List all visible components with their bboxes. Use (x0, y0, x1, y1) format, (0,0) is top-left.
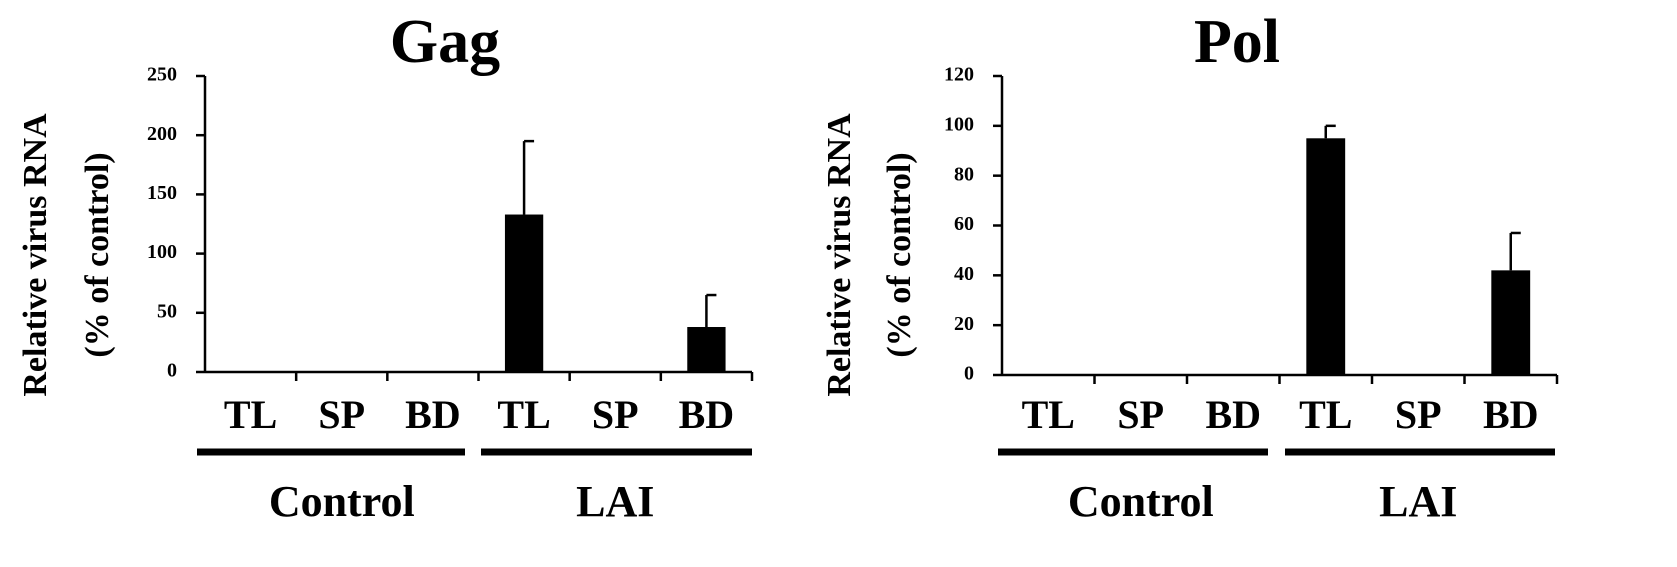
y-tick-label: 150 (147, 182, 177, 204)
group-label-lai: LAI (1379, 477, 1457, 526)
y-tick-label: 60 (954, 213, 974, 235)
y-tick-label: 200 (147, 123, 177, 145)
x-category-label: TL (497, 392, 550, 437)
x-category-label: BD (1205, 392, 1261, 437)
x-category-label: SP (1117, 392, 1164, 437)
x-category-label: BD (679, 392, 735, 437)
y-tick-label: 100 (147, 241, 177, 263)
x-category-label: SP (1395, 392, 1442, 437)
chart-title: Gag (390, 8, 500, 76)
y-tick-label: 250 (147, 64, 177, 86)
y-tick-label: 50 (157, 300, 177, 322)
group-label-lai: LAI (576, 477, 654, 526)
y-tick-label: 0 (167, 360, 177, 382)
x-category-label: TL (224, 392, 277, 437)
y-axis-label-line-2: (% of control) (79, 152, 116, 357)
y-tick-label: 100 (944, 113, 974, 135)
y-tick-label: 0 (964, 363, 974, 385)
bar-bd-5 (687, 327, 726, 372)
y-tick-label: 120 (944, 64, 974, 86)
chart-panel-pol: Pol Relative virus RNA (% of control) 0 20 40… (821, 8, 1559, 526)
x-category-label: TL (1022, 392, 1075, 437)
bar-tl-3 (1306, 138, 1346, 375)
chart-panel-gag: Gag Relative virus RNA (% of control) 0 50 10… (17, 8, 754, 526)
x-category-label: SP (318, 392, 365, 437)
bar-tl-3 (504, 214, 544, 372)
chart-title: Pol (1194, 8, 1280, 76)
x-category-label: TL (1299, 392, 1352, 437)
y-tick-label: 80 (954, 163, 974, 185)
x-category-label: SP (592, 392, 639, 437)
y-tick-label: 40 (954, 263, 974, 285)
x-category-label: BD (1483, 392, 1539, 437)
group-label-control: Control (269, 477, 415, 526)
y-tick-label: 20 (954, 313, 974, 335)
y-axis-label-line-1: Relative virus RNA (17, 113, 54, 397)
bar-bd-5 (1491, 270, 1531, 375)
x-category-label: BD (405, 392, 461, 437)
group-label-control: Control (1068, 477, 1214, 526)
y-axis-label-line-1: Relative virus RNA (821, 113, 858, 397)
y-axis-label-line-2: (% of control) (881, 152, 918, 357)
